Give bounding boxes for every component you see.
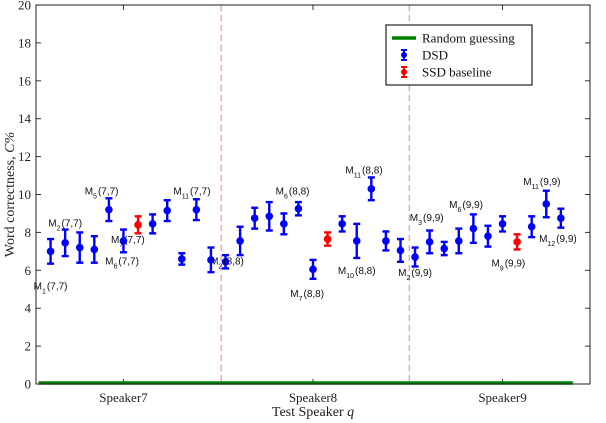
y-tick-label-4: 8 [25,225,32,240]
y-tick-label-8: 16 [18,73,32,88]
y-axis-label-var: C% [3,132,18,153]
legend-label: DSD [422,48,448,63]
dsd-point-6 [119,228,128,254]
ssd-baseline-point-1 [134,215,142,235]
legend-label: SSD baseline [422,65,492,80]
dsd-point-19 [338,215,346,233]
y-axis-ticks: 0 2 4 6 8 10 12 14 16 18 20 [18,0,590,392]
dsd-point-33 [557,207,565,229]
dsd-point-26 [440,240,449,257]
x-axis-label: Test Speaker q [272,405,354,420]
annotation-6: M11(7,7) [173,187,210,201]
annotation-12: M2(9,9) [398,268,432,282]
dsd-point-14 [250,206,259,230]
dsd-point-28 [469,213,478,245]
dsd-point-13 [236,225,244,257]
dsd-point-16 [280,212,288,236]
dsd-point-18 [309,258,317,281]
annotation-1: M1(7,7) [34,281,68,295]
x-axis-ticks: Speaker7 Speaker8 Speaker9 [99,5,527,405]
y-tick-label-7: 14 [18,111,32,126]
dsd-point-12 [221,253,230,270]
legend-entry-ssd-baseline: SSD baseline [401,65,492,80]
data-points [46,176,565,281]
y-axis-label-main: Word correctness, [3,153,18,257]
dsd-point-20 [352,222,361,260]
annotation-8: M6(8,8) [276,187,310,201]
y-axis-label: Word correctness, C% [3,132,18,257]
dsd-point-5 [105,197,113,223]
y-tick-label-10: 20 [18,0,31,13]
dsd-point-23 [396,237,405,263]
point-annotations: M1(7,7) M2(7,7) M5(7,7) M7(7,7) M6(7,7) M11(7… [34,166,577,303]
dsd-point-32 [542,189,551,219]
annotation-9: M7(8,8) [290,289,324,303]
dsd-point-17 [294,200,303,217]
annotation-13: M3(9,9) [410,213,444,227]
x-tick-label-speaker7: Speaker7 [99,390,148,405]
dsd-point-8 [163,198,172,223]
x-axis-label-main: Test Speaker [272,405,347,420]
x-tick-label-speaker9: Speaker9 [478,390,526,405]
legend-entry-random-guessing: Random guessing [392,31,515,46]
axes-box [35,4,591,385]
y-tick-label-5: 10 [18,187,31,202]
annotation-15: M9(9,9) [491,259,525,273]
dsd-point-1 [46,237,55,265]
dsd-point-29 [484,224,492,248]
y-tick-label-0: 0 [25,377,32,392]
y-tick-label-9: 18 [18,35,31,50]
dsd-point-24 [411,246,419,268]
x-tick-label-speaker8: Speaker8 [289,390,337,405]
dsd-point-9 [177,252,186,266]
dsd-point-15 [265,200,274,232]
ssd-baseline-point-3 [513,233,521,251]
dsd-point-11 [207,246,215,274]
y-tick-label-6: 12 [18,149,31,164]
annotation-10: M11(8,8) [345,166,382,180]
annotation-2: M2(7,7) [48,219,82,233]
dsd-point-2 [61,228,69,258]
y-tick-label-3: 6 [25,263,32,278]
dsd-point-21 [367,176,376,202]
dsd-point-7 [148,213,157,235]
annotation-3: M5(7,7) [85,187,119,201]
annotation-7: M2(8,8) [210,257,244,271]
dsd-point-30 [498,215,507,233]
legend-box [385,24,533,86]
y-tick-label-1: 2 [25,339,32,354]
dsd-point-4 [90,234,99,264]
ssd-baseline-point-2 [323,231,332,247]
annotation-16: M11(9,9) [523,177,560,191]
annotation-4: M7(7,7) [111,235,145,249]
plot-frame [35,4,591,385]
dsd-point-22 [382,230,390,252]
annotation-5: M6(7,7) [105,257,139,271]
legend: Random guessing DSD SSD baseline [385,24,533,86]
legend-label: Random guessing [422,31,515,46]
dsd-point-27 [454,227,463,255]
dsd-point-3 [75,231,84,264]
annotation-17: M12(9,9) [539,234,577,248]
annotation-11: M10(8,8) [338,266,376,280]
dsd-point-10 [192,198,201,222]
dsd-point-25 [425,229,434,255]
dsd-point-31 [527,215,536,239]
x-axis-label-var: q [347,405,354,420]
legend-entry-dsd: DSD [401,48,448,63]
y-tick-label-2: 4 [25,301,32,316]
annotation-14: M6(9,9) [449,200,483,214]
